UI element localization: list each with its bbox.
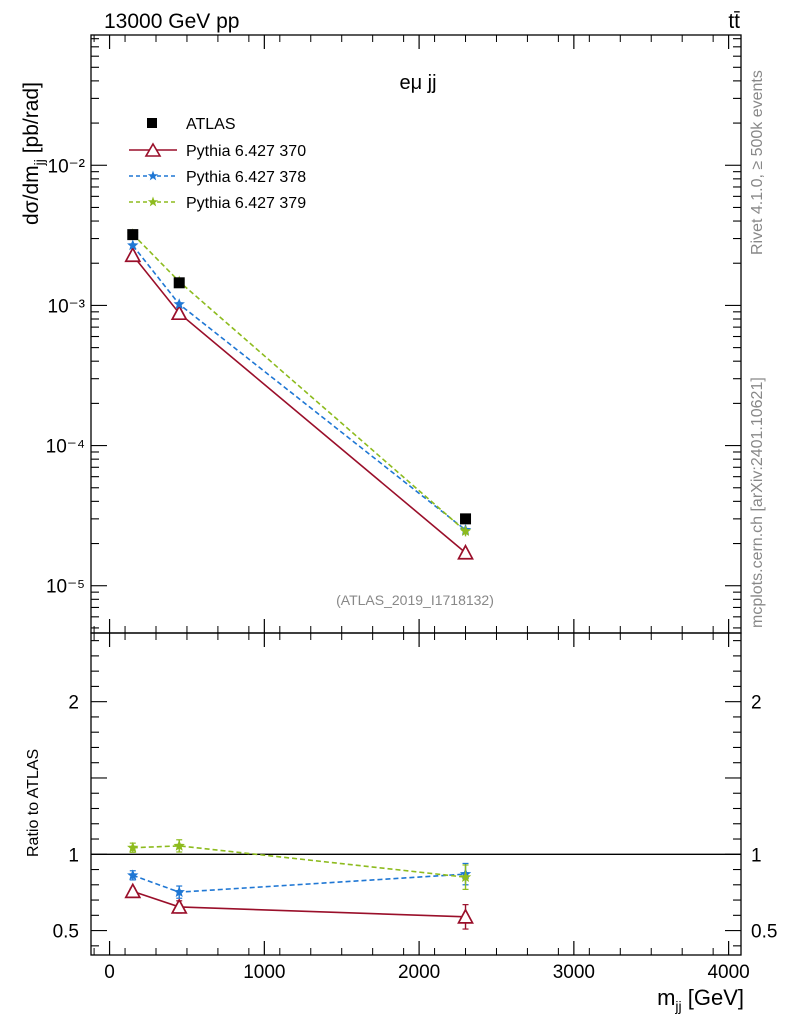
ratio-y-tick-label-right-0: 0.5 (751, 922, 777, 943)
main-y-axis-label: dσ/dmjj [pb/rad] (20, 82, 47, 225)
x-tick-label-2: 2000 (398, 962, 440, 983)
ratio-y-tick-label-left-0: 0.5 (53, 922, 79, 943)
legend-marker-atlas (147, 118, 157, 128)
legend-marker-p379 (147, 196, 159, 207)
ratio-point-p379-0 (127, 841, 139, 853)
main-series-p379 (127, 228, 472, 537)
legend-marker-p370 (144, 142, 162, 157)
main-y-tick-label-3: 10⁻² (48, 156, 86, 177)
main-point-data-0 (127, 229, 139, 241)
ratio-point-p378-1 (173, 886, 185, 897)
main-y-tick-label-0: 10⁻⁵ (46, 577, 85, 598)
energy-label: 13000 GeV pp (104, 10, 239, 33)
x-tick-label-0: 0 (104, 962, 115, 983)
ratio-y-tick-label-left-2: 2 (68, 693, 79, 714)
main-y-tick-labels: 10⁻⁵ 10⁻⁴ 10⁻³ 10⁻² (46, 156, 85, 597)
ratio-y-tick-labels: 0.5 0.5 1 1 2 2 (53, 693, 778, 943)
ratio-series-group (124, 839, 474, 930)
x-tick-labels: 0 1000 2000 3000 4000 (104, 962, 749, 983)
ratio-point-p379-1 (173, 839, 185, 851)
ratio-point-p379-2 (459, 871, 472, 883)
ratio-axis-ticks (91, 633, 741, 955)
rivet-version-label: Rivet 4.1.0, ≥ 500k events (749, 70, 766, 255)
ratio-line-p378 (132, 873, 466, 893)
main-point-p370-1 (170, 304, 188, 321)
x-label-unit: [GeV] (682, 985, 744, 1010)
main-series-data (127, 229, 472, 525)
ratio-series-p379 (127, 839, 472, 890)
ratio-point-p370-2 (457, 908, 474, 924)
legend-marker-p378 (147, 170, 159, 181)
analysis-watermark: (ATLAS_2019_I1718132) (336, 592, 494, 608)
main-y-tick-label-2: 10⁻³ (48, 296, 86, 317)
process-label: tt̄ (728, 10, 740, 33)
ratio-y-tick-label-right-2: 2 (751, 693, 762, 714)
plot-title: eμ jj (399, 72, 436, 94)
ratio-point-p378-0 (127, 869, 139, 881)
ratio-series-p378 (127, 862, 472, 899)
main-point-p378-1 (173, 298, 185, 310)
ratio-y-tick-label-right-1: 1 (751, 845, 762, 866)
x-tick-label-4: 4000 (707, 962, 749, 983)
main-point-p370-2 (457, 543, 474, 560)
main-axis-ticks (91, 35, 741, 633)
main-point-p379-2 (459, 525, 472, 537)
x-tick-label-3: 3000 (553, 962, 595, 983)
x-label-main-part: m (657, 985, 675, 1010)
ratio-point-p370-0 (124, 882, 142, 899)
ratio-y-tick-label-left-1: 1 (68, 845, 79, 866)
main-point-data-1 (173, 277, 185, 289)
main-line-p370 (132, 254, 467, 554)
main-series-p370 (124, 246, 474, 560)
ratio-y-axis-label: Ratio to ATLAS (25, 749, 42, 857)
legend-label-p378: Pythia 6.427 378 (186, 169, 306, 186)
legend-label-atlas: ATLAS (186, 116, 236, 133)
y-label-unit: [pb/rad] (20, 82, 43, 159)
legend: ATLAS Pythia 6.427 370 Pythia 6.427 378 … (129, 116, 306, 212)
main-y-tick-label-1: 10⁻⁴ (46, 437, 85, 458)
x-axis-label: mjj [GeV] (657, 985, 744, 1014)
legend-label-p370: Pythia 6.427 370 (186, 143, 306, 160)
x-tick-label-1: 1000 (243, 962, 285, 983)
main-series-group (124, 228, 474, 560)
main-point-data-2 (460, 513, 472, 525)
y-label-main-part: dσ/dm (20, 165, 43, 225)
y-label-subscript: jj (31, 159, 47, 166)
legend-label-p379: Pythia 6.427 379 (186, 195, 306, 212)
ratio-plot-frame (90, 632, 742, 956)
ratio-series-p370 (124, 882, 474, 930)
ratio-point-p370-1 (170, 898, 188, 914)
mcplots-source-label: mcplots.cern.ch [arXiv:2401.10621] (749, 377, 766, 628)
main-point-p378-0 (127, 239, 139, 251)
x-label-subscript: jj (674, 998, 681, 1014)
main-point-p370-0 (124, 246, 142, 263)
